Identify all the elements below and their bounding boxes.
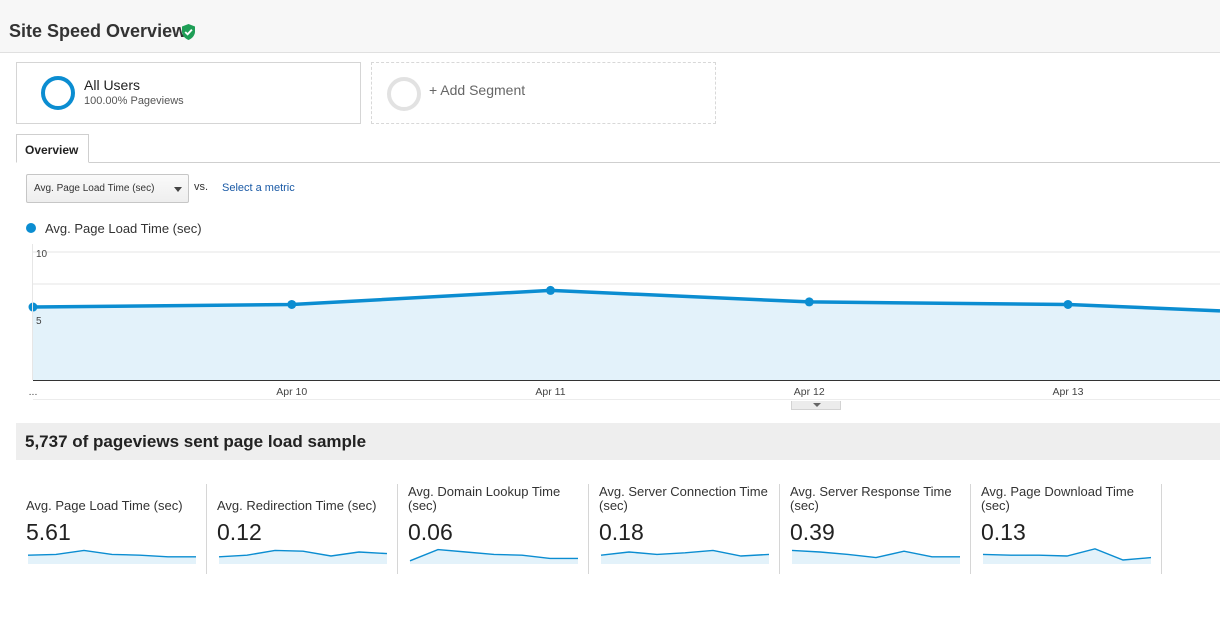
kpi-sparkline [600,549,770,564]
kpi-value: 5.61 [26,519,71,545]
load-time-chart: 10 5... Apr 10 Apr 11 Apr 12 Apr 13 [28,244,1220,400]
sparkline-area [28,550,196,564]
sparkline-line [27,549,196,558]
kpi-value: 0.12 [217,519,262,545]
series-line [32,288,1220,313]
kpi-label: Avg. Server Connection Time (sec) [599,484,768,513]
tab-divider [16,162,1220,163]
kpi-sparkline [982,548,1152,564]
kpi-card[interactable]: Avg. Redirection Time (sec) 0.12 [207,484,398,574]
kpi-sparkline [791,549,960,564]
tab-overview[interactable]: Overview [16,134,89,163]
kpi-sparkline [27,549,196,564]
sparkline-line [218,549,388,558]
sample-summary-text: 5,737 of pageviews sent page load sample [25,432,367,451]
sparkline-line [982,548,1152,561]
kpi-label: Avg. Domain Lookup Time (sec) [408,484,561,513]
add-segment-label: + Add Segment [429,82,526,98]
vs-label: vs. [194,181,209,193]
sparkline-area [219,550,387,564]
kpi-label: Avg. Redirection Time (sec) [217,498,377,513]
segment-circle-icon [41,76,75,110]
kpi-divider [206,484,207,574]
kpi-card[interactable]: Avg. Server Connection Time (sec) 0.18 [589,484,780,574]
segment-all-users[interactable]: All Users 100.00% Pageviews [16,62,361,124]
kpi-divider [1161,484,1162,574]
sparkline-area [410,549,578,564]
metric-dropdown[interactable]: Avg. Page Load Time (sec) [26,174,189,203]
kpi-value: 0.13 [981,519,1026,545]
kpi-card[interactable]: Avg. Domain Lookup Time (sec) 0.06 [398,484,589,574]
empty-segment-circle-icon [387,77,421,111]
segment-detail: 100.00% Pageviews [84,95,184,107]
kpi-sparkline [218,549,388,564]
x-tick-label: Apr 13 [1053,386,1084,398]
kpi-divider [970,484,971,574]
kpi-divider [588,484,589,574]
shield-check-icon [182,24,195,40]
kpi-value: 0.18 [599,519,644,545]
kpi-sparkline [409,548,578,564]
series-area [33,290,1220,380]
metric-dropdown-value: Avg. Page Load Time (sec) [34,183,155,194]
kpi-card[interactable]: Avg. Page Download Time (sec) 0.13 [971,484,1162,574]
kpi-card[interactable]: Avg. Page Load Time (sec) 5.61 [16,484,207,574]
chart-collapse-handle[interactable] [791,401,841,410]
kpi-value: 0.06 [408,519,453,545]
collapse-arrow-icon [813,403,821,407]
legend-dot-icon [26,223,36,233]
x-tick-label: Apr 11 [535,386,565,398]
y-tick-label: 10 [36,249,48,260]
page-title: Site Speed Overview [9,21,187,41]
add-segment-button[interactable]: + Add Segment [371,62,716,124]
chart-legend: Avg. Page Load Time (sec) [45,221,202,236]
kpi-label: Avg. Server Response Time (sec) [790,484,952,513]
data-point [1063,299,1073,309]
kpi-label: Avg. Page Download Time (sec) [981,484,1134,513]
data-point [546,285,555,295]
sample-summary-bar: 5,737 of pageviews sent page load sample [16,423,1220,460]
y-tick-label: 5 [36,316,42,327]
kpi-card[interactable]: Avg. Server Response Time (sec) 0.39 [780,484,971,574]
sparkline-line [600,549,770,557]
data-point [804,297,814,307]
sparkline-line [791,549,960,559]
kpi-label: Avg. Page Load Time (sec) [26,498,183,513]
x-tick-label: Apr 10 [276,386,307,398]
page-header: Site Speed Overview [0,0,1220,53]
kpi-divider [397,484,398,574]
x-tick-label: ... [29,386,38,398]
dropdown-arrow-icon [174,187,182,192]
x-tick-label: Apr 12 [794,386,825,398]
select-metric-link[interactable]: Select a metric [222,182,295,194]
kpi-divider [779,484,780,574]
kpi-value: 0.39 [790,519,835,545]
sparkline-line [409,548,578,562]
data-point [287,299,297,309]
segment-name: All Users [84,77,141,93]
